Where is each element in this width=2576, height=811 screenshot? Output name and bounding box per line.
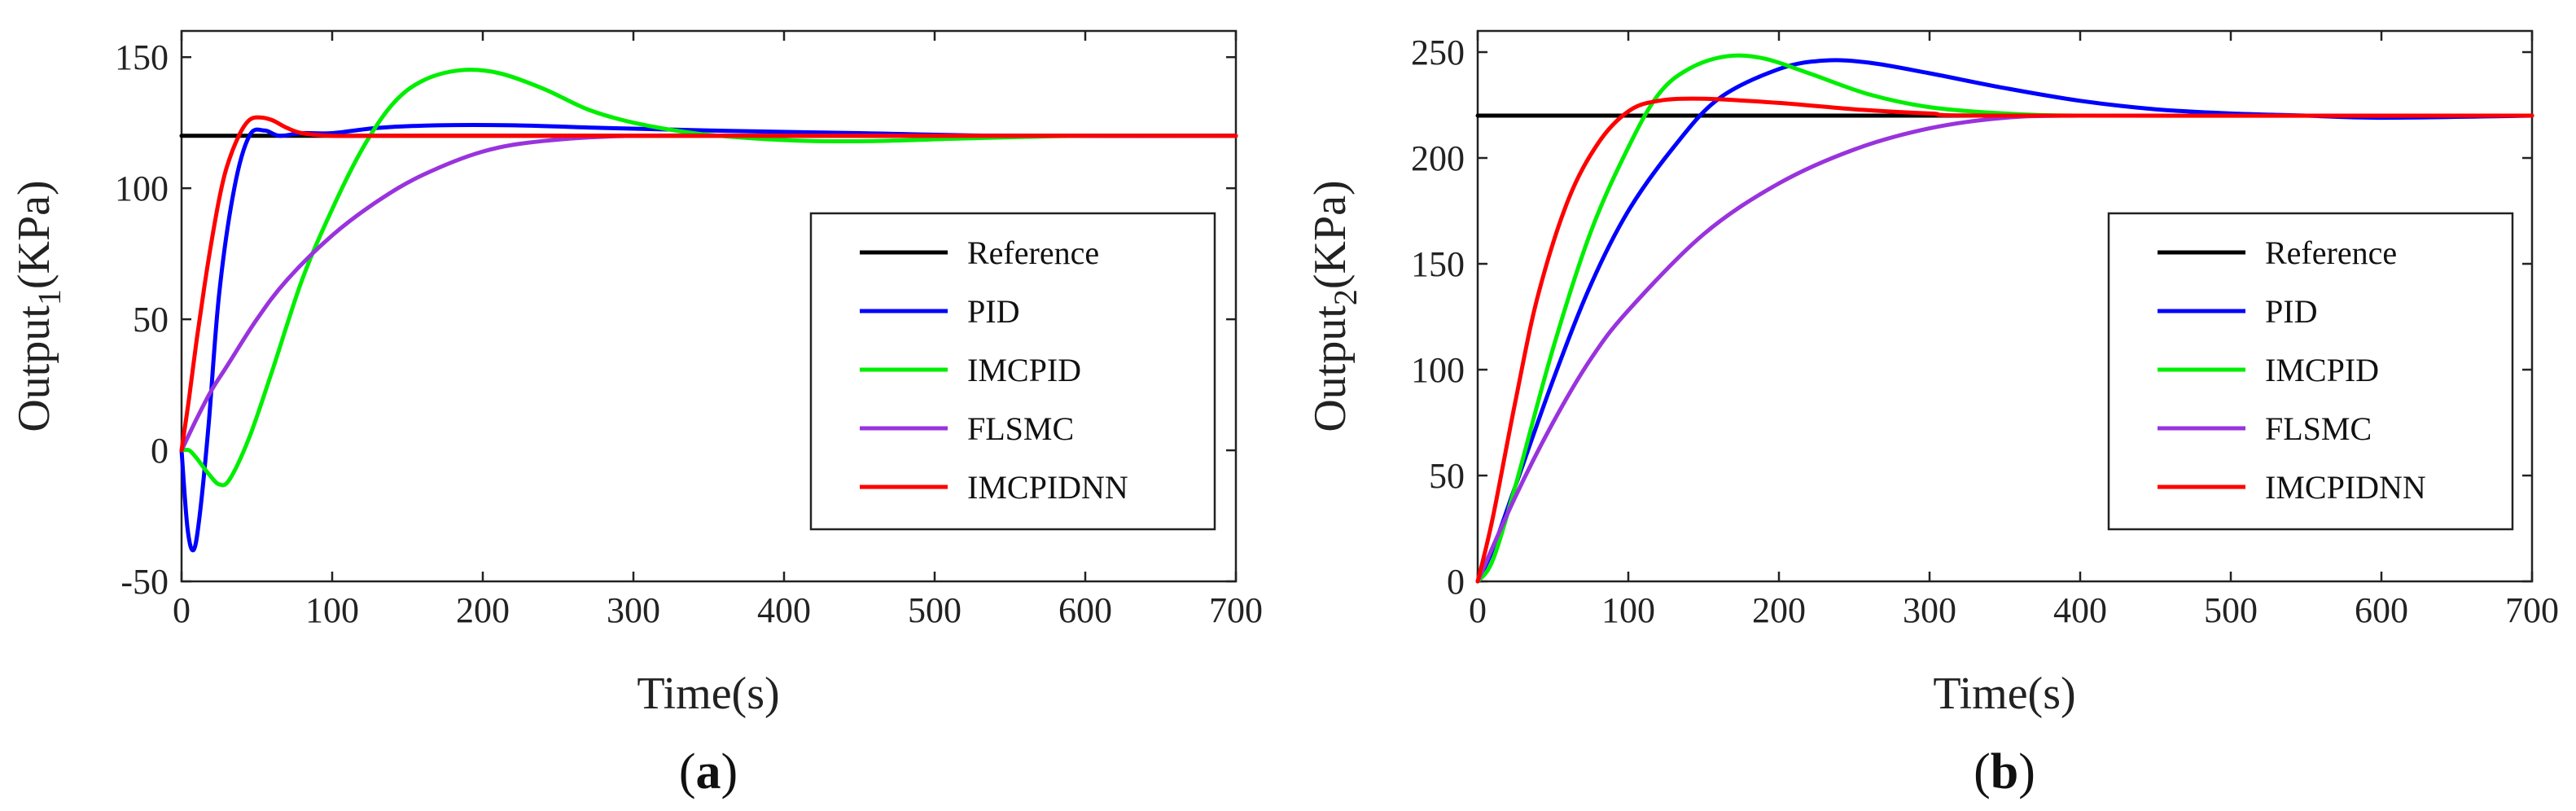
- y-axis-label-main: Output: [9, 305, 59, 432]
- x-tick-label: 400: [757, 590, 811, 630]
- y-tick-label: 250: [1411, 33, 1465, 72]
- y-axis-label-unit: (KPa): [9, 180, 59, 289]
- legend: Reference PID IMCPID FLSMC IMCPIDNN: [809, 212, 1216, 531]
- x-axis-label: Time(s): [1933, 669, 2075, 719]
- x-tick-label: 400: [2053, 590, 2107, 630]
- plot-frame: [1476, 29, 2534, 583]
- y-tick-label: -50: [120, 562, 169, 602]
- legend-items: Reference PID IMCPID FLSMC IMCPIDNN: [860, 235, 1128, 506]
- y-tick-label: 200: [1411, 138, 1465, 178]
- panel-letter: a: [696, 744, 721, 800]
- legend-label-imcpidnn: IMCPIDNN: [967, 469, 1128, 506]
- plot-frame: [180, 29, 1238, 583]
- x-tick-label: 300: [607, 590, 660, 630]
- x-tick-label: 500: [908, 590, 962, 630]
- x-tick-label: 100: [305, 590, 359, 630]
- x-ticks: 0 100 200 300 400 500 600 700: [173, 31, 1263, 630]
- y-tick-label: 150: [115, 37, 169, 77]
- series-line-imcpid: [179, 68, 1238, 488]
- x-axis-label: Time(s): [637, 669, 779, 719]
- panel-label: (a): [679, 744, 738, 800]
- x-tick-label: 600: [1058, 590, 1112, 630]
- x-tick-label: 200: [456, 590, 510, 630]
- y-tick-label: 50: [1429, 456, 1465, 496]
- series-group: [179, 68, 1238, 553]
- panel-label: (b): [1974, 744, 2035, 800]
- x-tick-label: 0: [173, 590, 191, 630]
- series-line-imcpidnn: [1475, 96, 2534, 584]
- x-tick-label: 700: [1209, 590, 1263, 630]
- y-tick-label: 0: [1447, 562, 1465, 602]
- legend-label-flsmc: FLSMC: [967, 410, 1074, 447]
- legend: Reference PID IMCPID FLSMC IMCPIDNN: [2107, 212, 2514, 531]
- chart-panel-b: 0 100 200 300 400 500 600 700 0 50 100 150 200 250 T…: [1305, 29, 2559, 800]
- y-axis-label: Output2(KPa): [1305, 180, 1364, 432]
- series-line-imcpidnn: [179, 115, 1238, 453]
- legend-label-flsmc: FLSMC: [2265, 410, 2372, 447]
- y-axis-label-subscript: 1: [31, 289, 68, 305]
- y-axis-label: Output1(KPa): [9, 180, 68, 432]
- x-tick-label: 0: [1469, 590, 1487, 630]
- legend-label-imcpid: IMCPID: [2265, 352, 2379, 388]
- y-axis-label-subscript: 2: [1327, 289, 1364, 305]
- y-axis-label-main: Output: [1305, 305, 1356, 432]
- series-group: [1475, 53, 2534, 584]
- y-tick-label: 0: [151, 431, 169, 471]
- y-axis-label-unit: (KPa): [1305, 180, 1356, 289]
- legend-label-imcpidnn: IMCPIDNN: [2265, 469, 2426, 506]
- x-tick-label: 600: [2355, 590, 2408, 630]
- y-tick-label: 100: [115, 169, 169, 208]
- y-ticks: 0 50 100 150 200 250: [1411, 33, 2532, 602]
- y-tick-label: 50: [133, 300, 169, 340]
- legend-label-pid: PID: [967, 293, 1019, 330]
- legend-label-reference: Reference: [967, 235, 1099, 271]
- y-ticks: -50 0 50 100 150: [115, 37, 1236, 602]
- panel-letter: b: [1991, 744, 2018, 800]
- x-tick-label: 200: [1752, 590, 1806, 630]
- legend-label-imcpid: IMCPID: [967, 352, 1081, 388]
- legend-label-pid: PID: [2265, 293, 2317, 330]
- legend-items: Reference PID IMCPID FLSMC IMCPIDNN: [2158, 235, 2426, 506]
- x-tick-label: 500: [2204, 590, 2258, 630]
- x-tick-label: 100: [1601, 590, 1655, 630]
- x-ticks: 0 100 200 300 400 500 600 700: [1469, 31, 2559, 630]
- x-tick-label: 300: [1903, 590, 1956, 630]
- legend-label-reference: Reference: [2265, 235, 2397, 271]
- y-tick-label: 100: [1411, 350, 1465, 390]
- x-tick-label: 700: [2505, 590, 2559, 630]
- y-tick-label: 150: [1411, 244, 1465, 284]
